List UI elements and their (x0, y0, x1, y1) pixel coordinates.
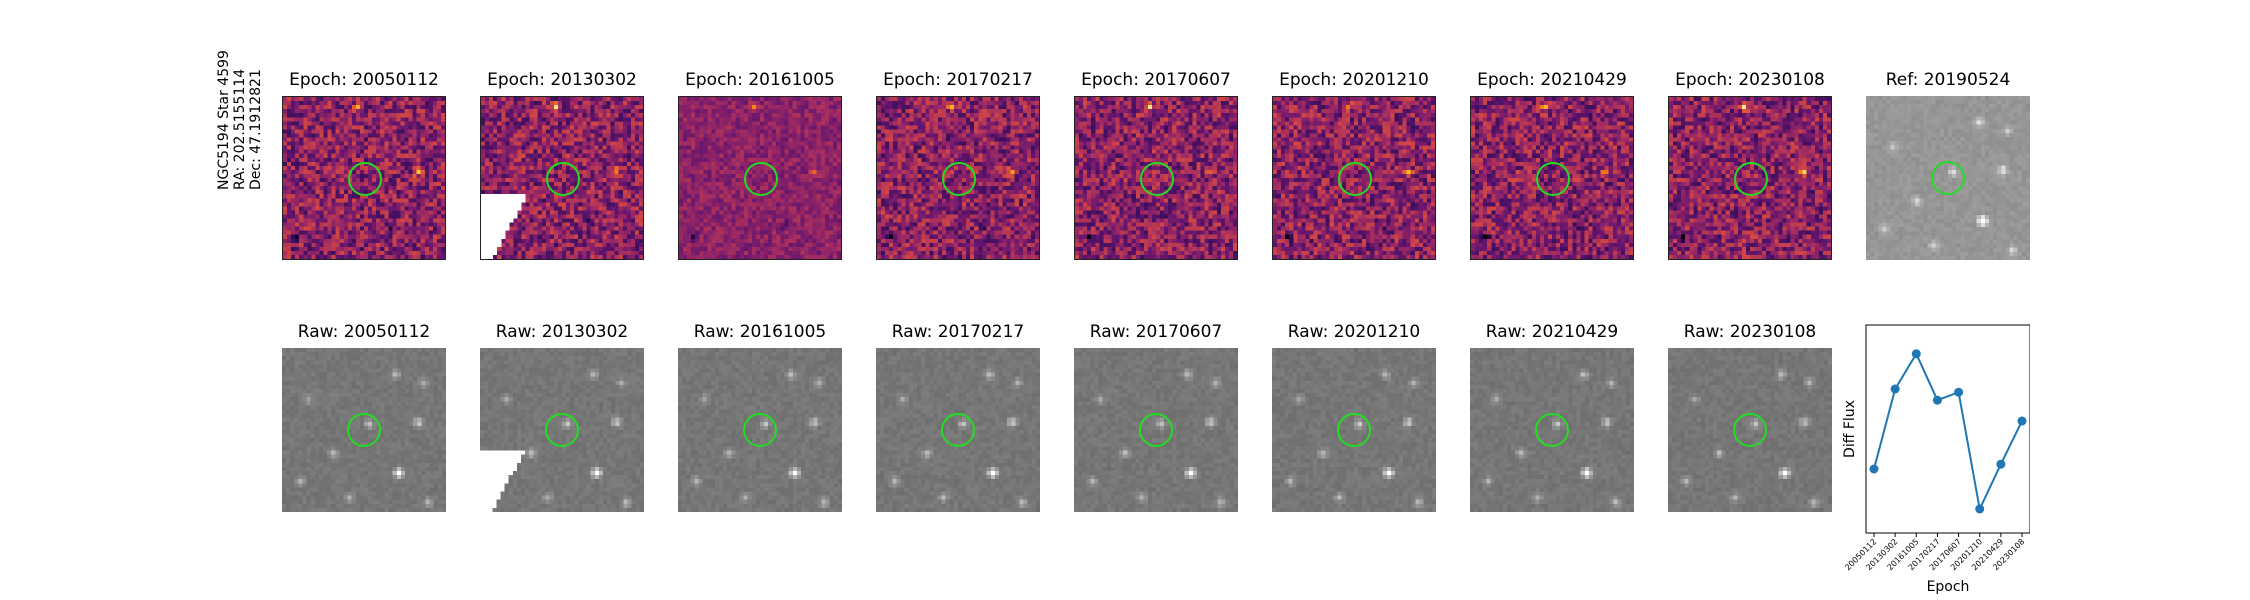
target-circle-marker (545, 413, 579, 447)
target-info-label: NGC5194 Star 4599 RA: 202.5155114 Dec: 4… (216, 50, 264, 190)
diff-flux-line (1873, 351, 2023, 513)
target-circle-marker (744, 162, 778, 196)
data-point-20161005 (1911, 349, 1921, 359)
x-axis-label: Epoch (1927, 579, 1970, 595)
target-name: NGC5194 Star 4599 (216, 50, 232, 190)
target-circle-marker (1734, 162, 1768, 196)
target-circle-marker (546, 162, 580, 196)
data-point-20170607 (1954, 387, 1964, 397)
data-point-20201210 (1975, 504, 1985, 514)
raw-panel-20050112-image (282, 348, 446, 512)
diff-panel-20130302-title: Epoch: 20130302 (487, 70, 637, 90)
diff-panel-20201210-image (1272, 96, 1436, 260)
data-point-20130302 (1890, 384, 1900, 394)
diff-panel-20210429-title: Epoch: 20210429 (1477, 70, 1627, 90)
target-circle-marker (1535, 413, 1569, 447)
target-dec: Dec: 47.1912821 (248, 69, 264, 190)
target-circle-marker (942, 162, 976, 196)
raw-panel-20230108-image (1668, 348, 1832, 512)
raw-panel-20130302-title: Raw: 20130302 (495, 322, 629, 342)
raw-panel-20050112-title: Raw: 20050112 (297, 322, 431, 342)
raw-panel-20210429-title: Raw: 20210429 (1485, 322, 1619, 342)
target-ra: RA: 202.5155114 (232, 68, 248, 190)
target-circle-marker (347, 413, 381, 447)
target-circle-marker (743, 413, 777, 447)
raw-panel-20170607-title: Raw: 20170607 (1089, 322, 1223, 342)
lightcurve-chart: 2005011220130302201610052017021720170607… (1842, 324, 2030, 595)
data-point-20230108 (2017, 416, 2027, 426)
diff-panel-20130302-image (480, 96, 644, 260)
raw-panel-20170607-image (1074, 348, 1238, 512)
plot-frame (1865, 324, 2030, 534)
data-point-20170217 (1932, 395, 1942, 405)
diff-panel-20170217-title: Epoch: 20170217 (883, 70, 1033, 90)
target-circle-marker (941, 413, 975, 447)
target-circle-marker (1931, 161, 1965, 195)
raw-panel-20210429-image (1470, 348, 1634, 512)
diff-panel-20201210-title: Epoch: 20201210 (1279, 70, 1429, 90)
diff-panel-20210429-image (1470, 96, 1634, 260)
target-circle-marker (1536, 162, 1570, 196)
data-point-20050112 (1869, 464, 1879, 474)
reference-panel-title: Ref: 20190524 (1885, 70, 2011, 90)
target-circle-marker (348, 162, 382, 196)
diff-panel-20050112-image (282, 96, 446, 260)
raw-panel-20230108-title: Raw: 20230108 (1683, 322, 1817, 342)
diff-panel-20161005-title: Epoch: 20161005 (685, 70, 835, 90)
reference-panel-image (1866, 96, 2030, 260)
diff-panel-20170607-title: Epoch: 20170607 (1081, 70, 1231, 90)
diff-panel-20170607-image (1074, 96, 1238, 260)
target-circle-marker (1139, 413, 1173, 447)
target-circle-marker (1140, 162, 1174, 196)
target-circle-marker (1338, 162, 1372, 196)
diff-panel-20230108-title: Epoch: 20230108 (1675, 70, 1825, 90)
raw-panel-20161005-image (678, 348, 842, 512)
data-point-20210429 (1996, 459, 2006, 469)
raw-panel-20170217-title: Raw: 20170217 (891, 322, 1025, 342)
raw-panel-20201210-title: Raw: 20201210 (1287, 322, 1421, 342)
raw-panel-20130302-image (480, 348, 644, 512)
y-axis-label: Diff Flux (1842, 400, 1858, 458)
diff-panel-20050112-title: Epoch: 20050112 (289, 70, 439, 90)
diff-panel-20161005-image (678, 96, 842, 260)
diff-panel-20230108-image (1668, 96, 1832, 260)
target-circle-marker (1337, 413, 1371, 447)
raw-panel-20161005-title: Raw: 20161005 (693, 322, 827, 342)
diff-panel-20170217-image (876, 96, 1040, 260)
raw-panel-20170217-image (876, 348, 1040, 512)
target-circle-marker (1733, 413, 1767, 447)
raw-panel-20201210-image (1272, 348, 1436, 512)
